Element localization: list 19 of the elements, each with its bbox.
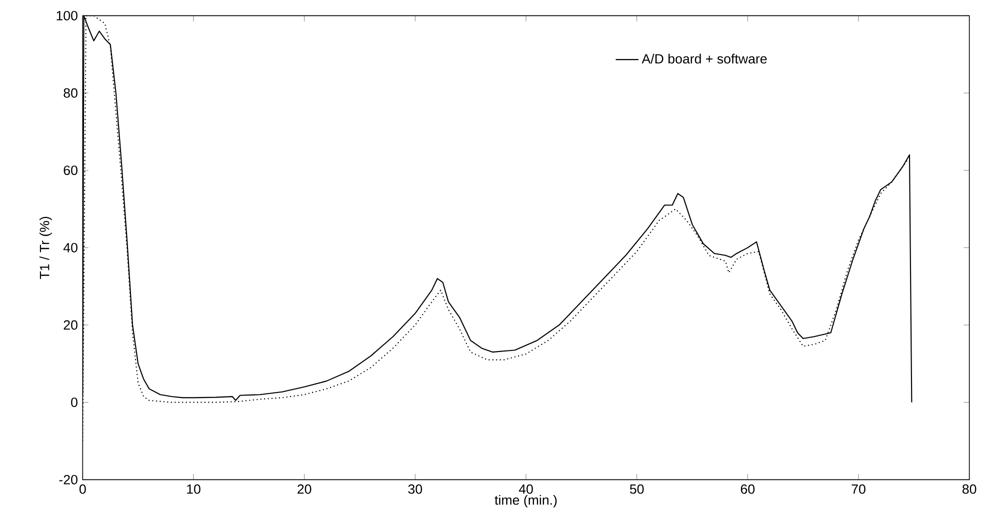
y-tick-label: 60 [64, 166, 78, 176]
y-tick-label: 100 [56, 10, 78, 20]
y-tick-label: 80 [64, 88, 78, 98]
x-tick-label: 70 [852, 484, 866, 494]
legend-label: A/D board + software [642, 54, 767, 64]
y-tick-label: 20 [64, 320, 78, 330]
y-axis-title: T1 / Tr (%) [39, 216, 52, 279]
x-tick-label: 30 [408, 484, 422, 494]
x-tick-label: 60 [740, 484, 755, 494]
x-tick-label: 40 [518, 484, 533, 494]
x-tick-label: 50 [630, 484, 644, 494]
y-tick-label: -20 [59, 474, 78, 484]
x-axis-title: time (min.) [494, 494, 557, 508]
y-tick-label: 0 [71, 398, 78, 408]
y-tick-label: 40 [63, 242, 78, 252]
x-tick-label: 10 [187, 484, 200, 494]
x-tick-label: 0 [79, 484, 86, 494]
x-tick-label: 80 [962, 484, 976, 494]
x-tick-label: 20 [298, 484, 312, 494]
